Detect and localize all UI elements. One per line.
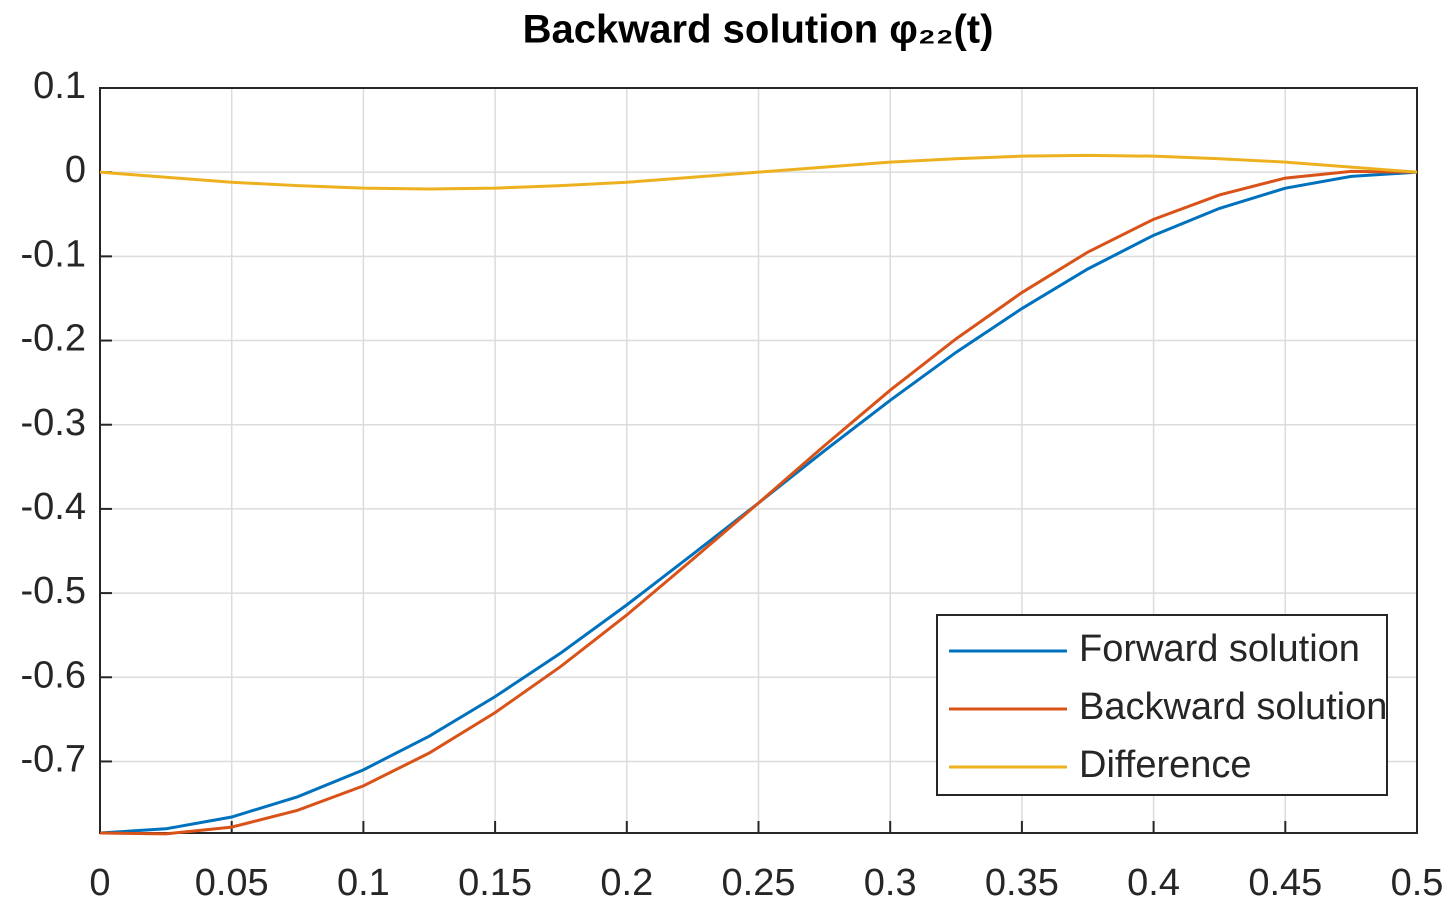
x-tick-label: 0.35 [985,862,1059,904]
y-tick-label: -0.4 [21,486,86,528]
x-tick-label: 0.1 [337,862,390,904]
y-tick-label: 0 [65,149,86,191]
legend-box [936,614,1388,796]
series-line [99,169,1418,836]
x-tick-label: 0.3 [864,862,917,904]
y-tick-label: 0.1 [33,65,86,107]
x-tick-label: 0 [89,862,110,904]
y-tick-label: -0.3 [21,402,86,444]
y-tick-label: -0.6 [21,654,86,696]
legend-label: Backward solution [1079,686,1387,728]
chart-title: Backward solution φ₂₂(t) [523,8,994,52]
plot-frame [99,87,1418,834]
series-line [99,153,1418,191]
x-tick-label: 0.2 [600,862,653,904]
x-tick-label: 0.05 [195,862,269,904]
x-tick-label: 0.25 [722,862,796,904]
x-tick-label: 0.45 [1248,862,1322,904]
x-tick-label: 0.4 [1127,862,1180,904]
y-tick-label: -0.5 [21,570,86,612]
x-tick-label: 0.5 [1391,862,1444,904]
legend-label: Forward solution [1079,628,1360,670]
legend-label: Difference [1079,744,1252,786]
y-tick-label: -0.1 [21,233,86,275]
y-tick-label: -0.7 [21,738,86,780]
y-tick-label: -0.2 [21,318,86,360]
x-tick-label: 0.15 [458,862,532,904]
